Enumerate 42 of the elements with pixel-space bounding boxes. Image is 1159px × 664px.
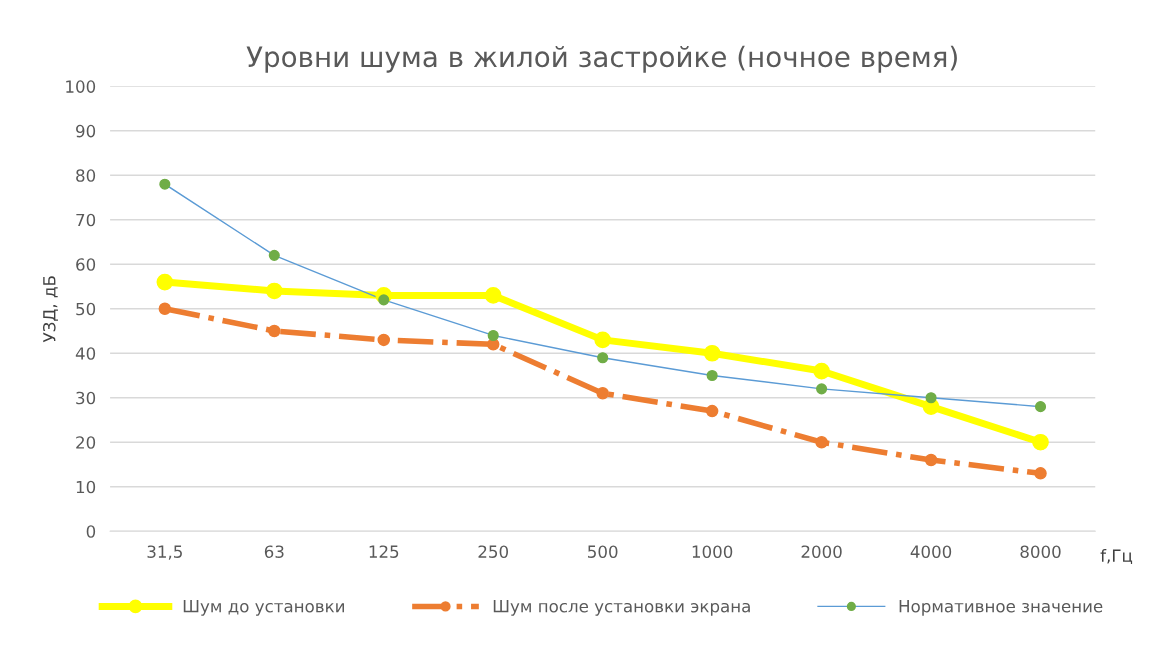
x-tick-label: 4000 (910, 545, 952, 558)
point (158, 302, 172, 316)
point (924, 453, 938, 467)
point (596, 387, 609, 400)
point (156, 273, 174, 291)
y-tick-label: 60 (76, 258, 96, 271)
point (703, 344, 721, 362)
point (486, 338, 500, 351)
y-tick-label: 50 (76, 302, 96, 316)
y-tick-label: 100 (66, 80, 96, 93)
point (377, 333, 391, 347)
point (268, 324, 281, 338)
x-tick-label: 8000 (1020, 545, 1061, 558)
point (705, 404, 719, 418)
y-tick-label: 0 (86, 525, 96, 538)
point (265, 282, 283, 300)
point (815, 435, 828, 449)
y-tick-label: 10 (76, 480, 96, 494)
y-tick-label: 90 (76, 124, 96, 138)
point (1034, 467, 1047, 480)
point (594, 331, 612, 349)
point (484, 287, 502, 304)
x-tick-label: 250 (478, 545, 509, 558)
x-tick-label: 63 (264, 545, 284, 558)
y-tick-label: 40 (75, 347, 96, 360)
point (1032, 433, 1049, 451)
x-tick-label: 500 (588, 545, 618, 558)
x-tick-label: 2000 (801, 545, 842, 558)
legend-label: Шум до установки (183, 600, 344, 616)
point (813, 362, 830, 380)
x-tick-label: 125 (369, 545, 399, 558)
y-axis-title: УЗД, дБ (43, 276, 58, 343)
y-tick-label: 30 (76, 391, 96, 405)
y-tick-label: 70 (76, 213, 96, 227)
x-tick-label: 31,5 (147, 545, 182, 560)
x-axis-title: f,Гц (1100, 549, 1133, 564)
legend-label: Шум после установки экрана (493, 600, 750, 616)
y-tick-label: 80 (76, 169, 96, 182)
legend-label: Нормативное значение (899, 600, 1103, 616)
chart-title: Уровни шума в жилой застройке (ночное время) (246, 45, 957, 73)
x-tick-label: 1000 (692, 545, 733, 558)
y-tick-label: 20 (76, 436, 96, 449)
